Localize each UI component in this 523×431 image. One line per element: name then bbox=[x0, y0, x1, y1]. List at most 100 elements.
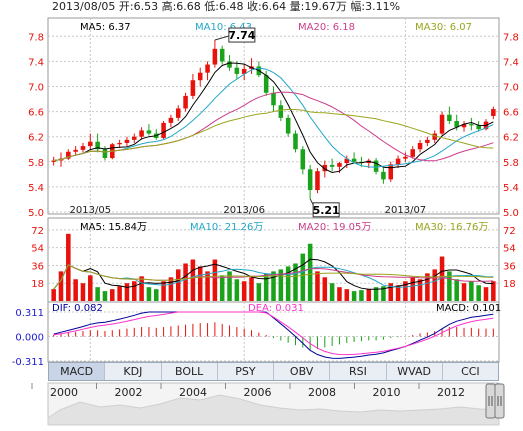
candle-body bbox=[293, 133, 298, 150]
volume-bar bbox=[51, 289, 56, 301]
candle-body bbox=[329, 164, 335, 167]
candle-body bbox=[351, 158, 357, 162]
candle-body bbox=[454, 121, 459, 128]
tab-obv[interactable]: OBV bbox=[274, 363, 331, 380]
macd-histogram bbox=[53, 322, 494, 350]
price-tick-right: 6.2 bbox=[503, 133, 519, 144]
timeline-year-label: 2010 bbox=[373, 386, 401, 399]
macd-legend-entry: DIF: 0.082 bbox=[52, 303, 103, 314]
high-marker-line bbox=[214, 35, 230, 41]
volume-tick-right: 54 bbox=[503, 244, 516, 255]
tab-psy[interactable]: PSY bbox=[218, 363, 274, 380]
candle-body bbox=[307, 169, 313, 191]
volume-bar bbox=[469, 281, 474, 301]
volume-legend-entry: MA10: 21.26万 bbox=[190, 222, 263, 233]
volume-bar bbox=[227, 271, 232, 301]
candle-body bbox=[131, 136, 137, 140]
volume-tick-right: 36 bbox=[503, 261, 516, 272]
candle-body bbox=[461, 124, 467, 128]
tab-kdj[interactable]: KDJ bbox=[105, 363, 162, 380]
candle-body bbox=[432, 133, 437, 140]
candle-body bbox=[66, 151, 71, 159]
macd-legend-entry: MACD: 0.101 bbox=[436, 303, 501, 314]
price-x-tick: 2013/06 bbox=[223, 205, 265, 216]
volume-bars bbox=[51, 233, 496, 301]
price-panel-frame bbox=[47, 17, 500, 215]
price-x-tick: 2013/05 bbox=[70, 205, 112, 216]
candle-body bbox=[278, 105, 284, 118]
volume-tick-left: 72 bbox=[31, 226, 44, 237]
volume-bar bbox=[417, 279, 423, 301]
volume-bar bbox=[234, 279, 240, 301]
macd-dea-line bbox=[53, 311, 494, 356]
candle-body bbox=[219, 48, 225, 62]
price-annotations: 7.74 5.21 bbox=[214, 27, 340, 218]
volume-bar bbox=[425, 273, 430, 301]
candle-body bbox=[388, 164, 394, 180]
price-tick-left: 5.0 bbox=[28, 208, 44, 219]
volume-bar bbox=[58, 271, 64, 301]
candle-body bbox=[168, 117, 174, 123]
candle-body bbox=[425, 139, 430, 143]
low-label: 5.21 bbox=[313, 204, 340, 217]
price-x-tick: 2013/07 bbox=[385, 205, 427, 216]
volume-bar bbox=[366, 289, 372, 301]
volume-bar bbox=[102, 291, 108, 301]
volume-bar bbox=[73, 279, 78, 301]
timeline-handle-right[interactable] bbox=[494, 383, 505, 419]
price-legend-entry: MA5: 6.37 bbox=[80, 22, 131, 33]
volume-bar bbox=[315, 271, 320, 301]
price-tick-right: 7.0 bbox=[503, 82, 519, 93]
volume-legend-entry: MA5: 15.84万 bbox=[80, 222, 147, 233]
candle-body bbox=[395, 158, 401, 165]
tab-boll[interactable]: BOLL bbox=[162, 363, 218, 380]
candle-body bbox=[403, 156, 408, 159]
candle-body bbox=[80, 146, 86, 150]
volume-bar bbox=[219, 275, 225, 301]
timeline-year-label: 2006 bbox=[244, 386, 272, 399]
volume-tick-right: 72 bbox=[503, 226, 516, 237]
price-tick-left: 7.0 bbox=[28, 82, 44, 93]
volume-bar bbox=[110, 289, 115, 301]
volume-legend-entry: MA20: 19.05万 bbox=[298, 222, 371, 233]
candle-body bbox=[190, 80, 196, 96]
candle-body bbox=[381, 171, 386, 180]
candle-body bbox=[300, 149, 306, 170]
candle-body bbox=[51, 160, 56, 162]
timeline-area bbox=[47, 394, 500, 426]
price-ma30-line bbox=[53, 109, 494, 161]
volume-bar bbox=[168, 277, 174, 301]
price-legend-entry: MA10: 6.43 bbox=[195, 22, 252, 33]
timeline-handle-left[interactable] bbox=[485, 383, 496, 419]
volume-bar bbox=[300, 253, 306, 301]
candle-body bbox=[146, 130, 152, 134]
price-tick-left: 6.6 bbox=[28, 108, 44, 119]
volume-bar bbox=[256, 283, 262, 301]
volume-bar bbox=[373, 287, 379, 301]
candle-body bbox=[175, 108, 181, 118]
macd-legend: DIF: 0.082 DEA: 0.031 MACD: 0.101 bbox=[52, 303, 501, 314]
price-tick-left: 5.8 bbox=[28, 158, 44, 169]
timeline-year-label: 2012 bbox=[437, 386, 465, 399]
macd-legend-entry: DEA: 0.031 bbox=[248, 303, 304, 314]
macd-y-ticks: 0.311 0.000 -0.311 bbox=[12, 308, 44, 368]
candle-body bbox=[117, 142, 122, 145]
macd-tick: -0.311 bbox=[12, 357, 44, 368]
volume-bar bbox=[131, 281, 137, 301]
volume-bar bbox=[183, 263, 188, 301]
macd-tick: 0.000 bbox=[15, 333, 44, 344]
price-ma5-line bbox=[53, 62, 494, 174]
candle-body bbox=[322, 164, 328, 172]
volume-bar bbox=[329, 283, 335, 301]
tab-macd[interactable]: MACD bbox=[49, 363, 106, 380]
volume-tick-left: 54 bbox=[31, 244, 44, 255]
volume-bar bbox=[263, 273, 269, 301]
tab-cci[interactable]: CCI bbox=[461, 365, 480, 378]
tab-rsi[interactable]: RSI bbox=[330, 363, 387, 380]
volume-bar bbox=[491, 281, 496, 301]
tab-wvad[interactable]: WVAD bbox=[387, 363, 443, 380]
volume-bar bbox=[212, 259, 218, 301]
price-tick-right: 5.8 bbox=[503, 158, 519, 169]
volume-bar bbox=[483, 287, 489, 301]
volume-bar bbox=[146, 287, 152, 301]
